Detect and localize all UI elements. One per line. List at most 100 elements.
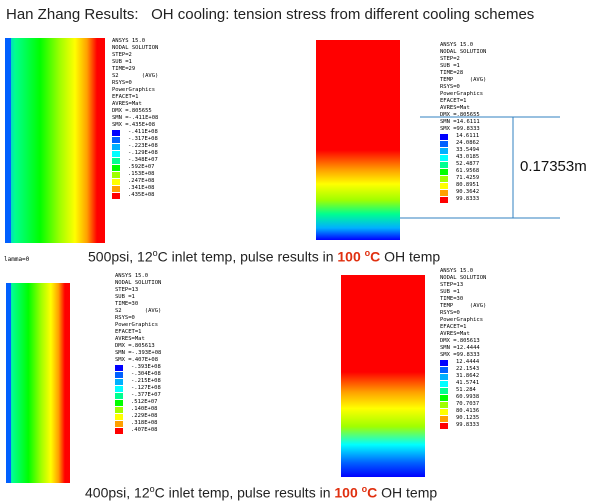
legend-row: .247E+08: [112, 178, 158, 185]
legend-label: .229E+08: [131, 413, 158, 420]
info-line: TIME=30: [440, 296, 486, 303]
legend-row: 60.9938: [440, 394, 486, 401]
legend-row: 99.8333: [440, 196, 486, 203]
info-line: RSYS=0: [440, 84, 486, 91]
info-line: PowerGraphics: [440, 317, 486, 324]
info-line: STEP=13: [115, 287, 161, 294]
info-line: S2 (AVG): [112, 73, 158, 80]
legend-label: 60.9938: [456, 394, 479, 401]
info-line: EFACET=1: [440, 98, 486, 105]
legend-swatch: [440, 374, 448, 380]
title: Han Zhang Results: OH cooling: tension s…: [6, 6, 534, 23]
info-line: AVRES=Mat: [440, 331, 486, 338]
legend-row: .140E+08: [115, 406, 161, 413]
info-line: STEP=2: [112, 52, 158, 59]
legend-label: .318E+08: [131, 420, 158, 427]
legend-row: -.393E+08: [115, 364, 161, 371]
contour-2: [316, 40, 400, 240]
legend-row: -.317E+08: [112, 136, 158, 143]
dimension-label: 0.17353m: [520, 158, 587, 175]
legend-swatch: [440, 395, 448, 401]
contour-4: [341, 275, 425, 477]
legend-row: 22.1543: [440, 366, 486, 373]
caption-text: C inlet temp, pulse results in: [158, 249, 338, 265]
legend-label: 80.4136: [456, 408, 479, 415]
legend-row: 99.8333: [440, 422, 486, 429]
info-line: DMX =.805655: [112, 108, 158, 115]
caption-highlight: C: [367, 485, 377, 501]
legend-swatch: [440, 162, 448, 168]
legend-row: 80.8951: [440, 182, 486, 189]
legend-swatch: [440, 155, 448, 161]
caption-highlight: 100: [334, 485, 361, 501]
legend-swatch: [115, 400, 123, 406]
legend-swatch: [440, 402, 448, 408]
legend-row: -.304E+08: [115, 371, 161, 378]
info-line: SUB =1: [440, 289, 486, 296]
info-line: EFACET=1: [440, 324, 486, 331]
legend-label: 80.8951: [456, 182, 479, 189]
info-line: TEMP (AVG): [440, 303, 486, 310]
legend-row: 24.0862: [440, 140, 486, 147]
info-line: DMX =.805613: [115, 343, 161, 350]
legend-swatch: [115, 428, 123, 434]
info-line: DMX =.805655: [440, 112, 486, 119]
caption-text: C inlet temp, pulse results in: [155, 485, 335, 501]
legend-row: .512E+07: [115, 399, 161, 406]
legend-label: 99.8333: [456, 422, 479, 429]
legend-swatch: [440, 388, 448, 394]
legend-label: 90.1235: [456, 415, 479, 422]
info-line: SMX =99.8333: [440, 126, 486, 133]
legend-swatch: [112, 186, 120, 192]
legend-label: 99.8333: [456, 196, 479, 203]
legend-label: -.393E+08: [131, 364, 161, 371]
info-line: PowerGraphics: [115, 322, 161, 329]
info-line: SMX =.407E+08: [115, 357, 161, 364]
legend-row: 71.4259: [440, 175, 486, 182]
contour-edge: [6, 283, 11, 483]
info-line: NODAL SOLUTION: [115, 280, 161, 287]
legend-label: 71.4259: [456, 175, 479, 182]
legend-row: 43.0185: [440, 154, 486, 161]
legend-label: .435E+08: [128, 192, 155, 199]
legend-label: 51.284: [456, 387, 476, 394]
legend-swatch: [115, 386, 123, 392]
info-line: NODAL SOLUTION: [440, 49, 486, 56]
caption-highlight: C: [370, 249, 380, 265]
info-line: SMN =14.6111: [440, 119, 486, 126]
legend-swatch: [440, 360, 448, 366]
info-line: S2 (AVG): [115, 308, 161, 315]
info-line: NODAL SOLUTION: [112, 45, 158, 52]
legend-label: 33.5494: [456, 147, 479, 154]
legend-label: -.377E+07: [131, 392, 161, 399]
legend-swatch: [440, 183, 448, 189]
legend-label: -.411E+08: [128, 129, 158, 136]
legend-row: .229E+08: [115, 413, 161, 420]
legend-swatch: [440, 169, 448, 175]
legend-swatch: [112, 179, 120, 185]
info-line: SMX =99.8333: [440, 352, 486, 359]
legend-label: .512E+07: [131, 399, 158, 406]
legend-swatch: [112, 151, 120, 157]
legend-label: .247E+08: [128, 178, 155, 185]
legend-row: .341E+08: [112, 185, 158, 192]
legend-label: 52.4877: [456, 161, 479, 168]
info-line: SUB =1: [112, 59, 158, 66]
legend-row: 52.4877: [440, 161, 486, 168]
legend-swatch: [440, 134, 448, 140]
info-line: NODAL SOLUTION: [440, 275, 486, 282]
legend-label: 70.7037: [456, 401, 479, 408]
caption: 500psi, 12oC inlet temp, pulse results i…: [88, 248, 440, 265]
legend-row: 90.1235: [440, 415, 486, 422]
info-line: TIME=28: [440, 70, 486, 77]
legend-label: 61.9568: [456, 168, 479, 175]
info-line: RSYS=0: [440, 310, 486, 317]
legend-swatch: [112, 165, 120, 171]
legend-label: 14.6111: [456, 133, 479, 140]
contour-edge: [5, 38, 11, 243]
info-line: ANSYS 15.0: [115, 273, 161, 280]
slide: Han Zhang Results: OH cooling: tension s…: [0, 0, 589, 504]
legend-label: 12.4444: [456, 359, 479, 366]
legend-swatch: [115, 393, 123, 399]
caption-text: OH temp: [380, 249, 440, 265]
